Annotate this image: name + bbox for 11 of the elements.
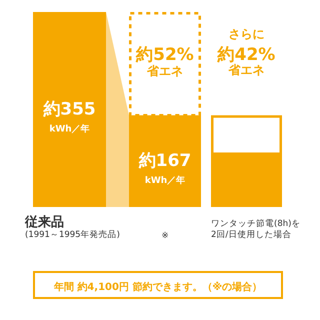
text: 年間 約4,100円 節約できます。（※の場合）	[52, 281, 262, 293]
annotation: 省エネ	[146, 64, 183, 78]
x-tick-label: 従来品 (1991～1995年発売品)	[24, 215, 120, 240]
annotation: 約52%	[135, 45, 194, 65]
annotation: さらに	[228, 27, 264, 41]
annotation: 省エネ	[228, 63, 264, 77]
annotation: 約42%	[216, 45, 276, 65]
x-tick-label: ワンタッチ節電(8h)を2回/日使用した場合	[211, 218, 300, 240]
data-label: 約167 kWh／年	[138, 151, 192, 186]
data-label: 約355 kWh／年	[42, 100, 96, 134]
x-tick-label: ※	[161, 231, 169, 241]
